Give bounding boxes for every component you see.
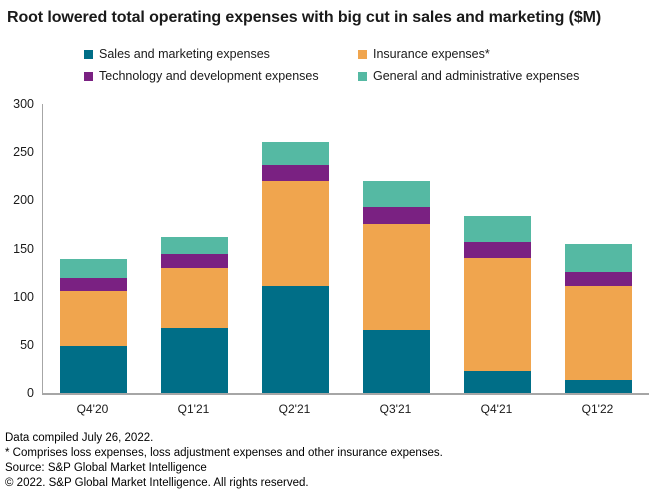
- x-tick-label: Q1'21: [177, 402, 210, 416]
- bar-segment: [262, 141, 329, 165]
- y-tick-label: 150: [13, 241, 34, 256]
- bar-segment: [464, 370, 531, 393]
- bar-segment: [161, 328, 228, 393]
- x-tick-label: Q4'21: [480, 402, 513, 416]
- legend-swatch-icon: [84, 72, 93, 81]
- x-tick-label: Q1'22: [581, 402, 614, 416]
- bar-segment: [565, 286, 632, 381]
- footnote-copyright: © 2022. S&P Global Market Intelligence. …: [5, 477, 309, 489]
- bar-segment: [565, 271, 632, 287]
- bar-segment: [60, 290, 127, 346]
- x-tick-label: Q4'20: [76, 402, 109, 416]
- legend-item: General and administrative expenses: [358, 70, 579, 83]
- footnote-asterisk: * Comprises loss expenses, loss adjustme…: [5, 447, 443, 459]
- bar-segment: [363, 181, 430, 208]
- y-tick-label: 50: [20, 337, 34, 352]
- legend-item: Technology and development expenses: [84, 70, 358, 83]
- bar-segment: [161, 236, 228, 255]
- legend-swatch-icon: [358, 50, 367, 59]
- x-tick-label: Q3'21: [379, 402, 412, 416]
- bar-segment: [262, 181, 329, 287]
- legend-label: Technology and development expenses: [99, 69, 319, 83]
- x-tick-label: Q2'21: [278, 402, 311, 416]
- bar-segment: [363, 330, 430, 393]
- legend-swatch-icon: [84, 50, 93, 59]
- chart-footnotes: Data compiled July 26, 2022. * Comprises…: [5, 431, 443, 491]
- chart-title: Root lowered total operating expenses wi…: [7, 9, 602, 26]
- legend-item: Insurance expenses*: [358, 48, 579, 61]
- y-tick-label: 0: [27, 386, 34, 400]
- bar-segment: [565, 380, 632, 393]
- y-tick-label: 250: [13, 145, 34, 160]
- y-tick-label: 300: [13, 97, 34, 111]
- bar-segment: [464, 215, 531, 242]
- bar-segment: [464, 258, 531, 371]
- legend-item: Sales and marketing expenses: [84, 48, 358, 61]
- legend-swatch-icon: [358, 72, 367, 81]
- bar-segment: [262, 164, 329, 182]
- bar-segment: [60, 345, 127, 393]
- bar-segment: [363, 224, 430, 331]
- legend-label: Insurance expenses*: [373, 47, 490, 61]
- legend-label: General and administrative expenses: [373, 69, 580, 83]
- bar-segment: [363, 207, 430, 225]
- y-tick-label: 200: [13, 193, 34, 208]
- y-tick-label: 100: [13, 289, 34, 304]
- plot-area: [42, 104, 649, 395]
- bar-segment: [565, 243, 632, 272]
- bar-segment: [262, 286, 329, 393]
- chart-legend: Sales and marketing expenses Insurance ex…: [84, 48, 579, 83]
- legend-label: Sales and marketing expenses: [99, 47, 270, 61]
- bar-segment: [60, 259, 127, 279]
- bar-segment: [161, 267, 228, 329]
- footnote-source: Source: S&P Global Market Intelligence: [5, 462, 207, 474]
- bar-segment: [60, 278, 127, 291]
- footnote-compiled-date: Data compiled July 26, 2022.: [5, 432, 154, 444]
- bar-segment: [464, 241, 531, 259]
- bar-segment: [161, 254, 228, 268]
